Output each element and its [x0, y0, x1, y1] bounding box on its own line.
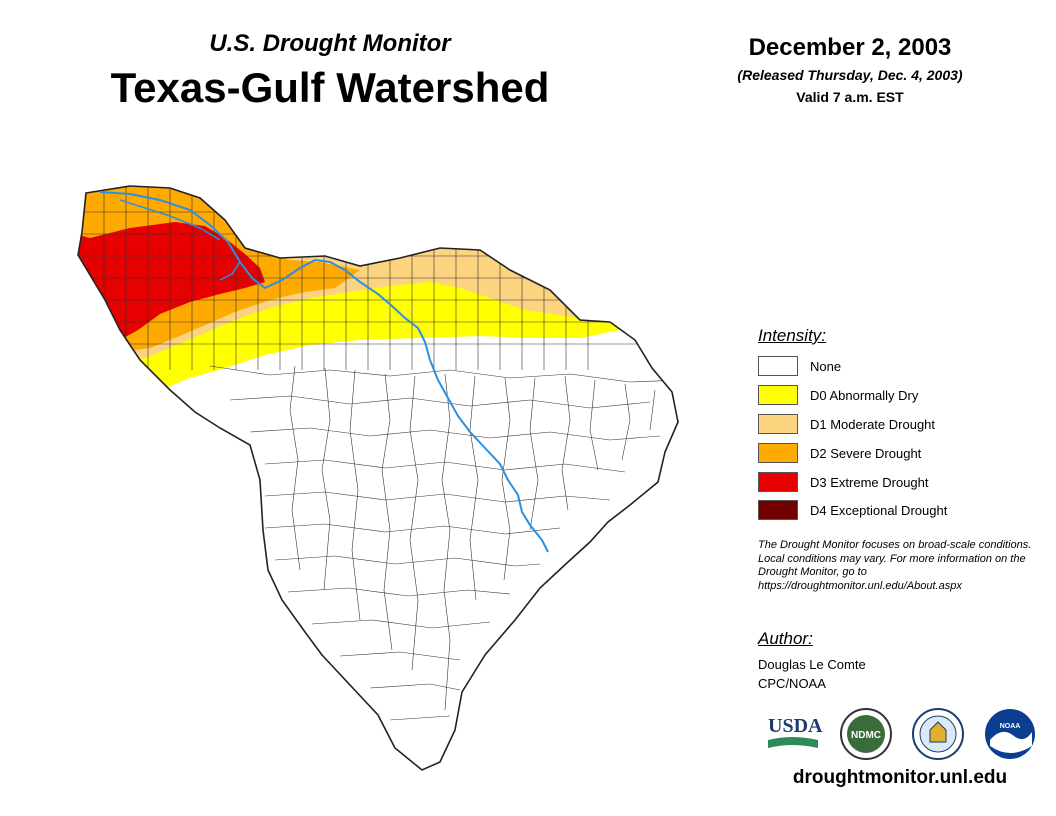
- legend-row-none: None: [758, 355, 841, 377]
- legend-row-d2: D2 Severe Drought: [758, 442, 921, 464]
- usda-logo[interactable]: USDA: [768, 715, 823, 748]
- ndmc-logo[interactable]: NDMC: [840, 708, 892, 760]
- author-organization: CPC/NOAA: [758, 676, 826, 691]
- legend-label-none: None: [810, 358, 842, 374]
- river-fork: [119, 199, 241, 281]
- river-main: [99, 191, 549, 553]
- drought-monitor-note: The Drought Monitor focuses on broad-sca…: [758, 539, 1032, 592]
- legend-swatch-none: [758, 356, 798, 376]
- map-title: Texas-Gulf Watershed: [110, 64, 550, 111]
- legend-label-d4: D4 Exceptional Drought: [810, 502, 948, 518]
- county-lines-vertical: [289, 365, 656, 711]
- legend-swatch-d4: [758, 500, 798, 520]
- eagle-shield-icon: [929, 721, 947, 743]
- legend-swatch-d2: [758, 443, 798, 463]
- legend-swatch-d3: [758, 472, 798, 492]
- legend-swatch-d1: [758, 414, 798, 434]
- drought-map: [77, 185, 679, 771]
- legend-row-d0: D0 Abnormally Dry: [758, 384, 918, 406]
- ndmc-logo-text: NDMC: [851, 730, 881, 741]
- website-link[interactable]: droughtmonitor.unl.edu: [792, 767, 1008, 788]
- county-lines-central: [209, 365, 678, 721]
- partner-logos: USDA NDMC NOAA: [768, 708, 1035, 760]
- usda-wave-icon: [768, 737, 818, 748]
- legend-swatch-d0: [758, 385, 798, 405]
- commerce-logo[interactable]: [912, 708, 964, 760]
- legend-label-d0: D0 Abnormally Dry: [810, 387, 919, 403]
- noaa-logo[interactable]: NOAA: [985, 709, 1035, 759]
- noaa-logo-text: NOAA: [1000, 723, 1021, 730]
- legend-title: Intensity:: [758, 326, 827, 345]
- map-date: December 2, 2003: [748, 34, 952, 61]
- usda-logo-text: USDA: [768, 715, 823, 737]
- author-heading: Author:: [758, 629, 813, 648]
- watershed-shape: [77, 185, 679, 771]
- legend-label-d2: D2 Severe Drought: [810, 445, 922, 461]
- legend-label-d1: D1 Moderate Drought: [810, 416, 936, 432]
- noaa-bird-icon: [990, 731, 1032, 753]
- release-date: (Released Thursday, Dec. 4, 2003): [737, 67, 963, 83]
- watershed-outline: [77, 185, 679, 771]
- valid-time: Valid 7 a.m. EST: [796, 89, 904, 105]
- ndmc-seal-icon: [847, 715, 885, 753]
- legend-row-d4: D4 Exceptional Drought: [758, 499, 947, 521]
- legend-row-d1: D1 Moderate Drought: [758, 413, 935, 435]
- map-subtitle: U.S. Drought Monitor: [209, 30, 451, 57]
- legend-row-d3: D3 Extreme Drought: [758, 471, 929, 493]
- author-name: Douglas Le Comte: [758, 657, 866, 672]
- legend-label-d3: D3 Extreme Drought: [810, 474, 929, 490]
